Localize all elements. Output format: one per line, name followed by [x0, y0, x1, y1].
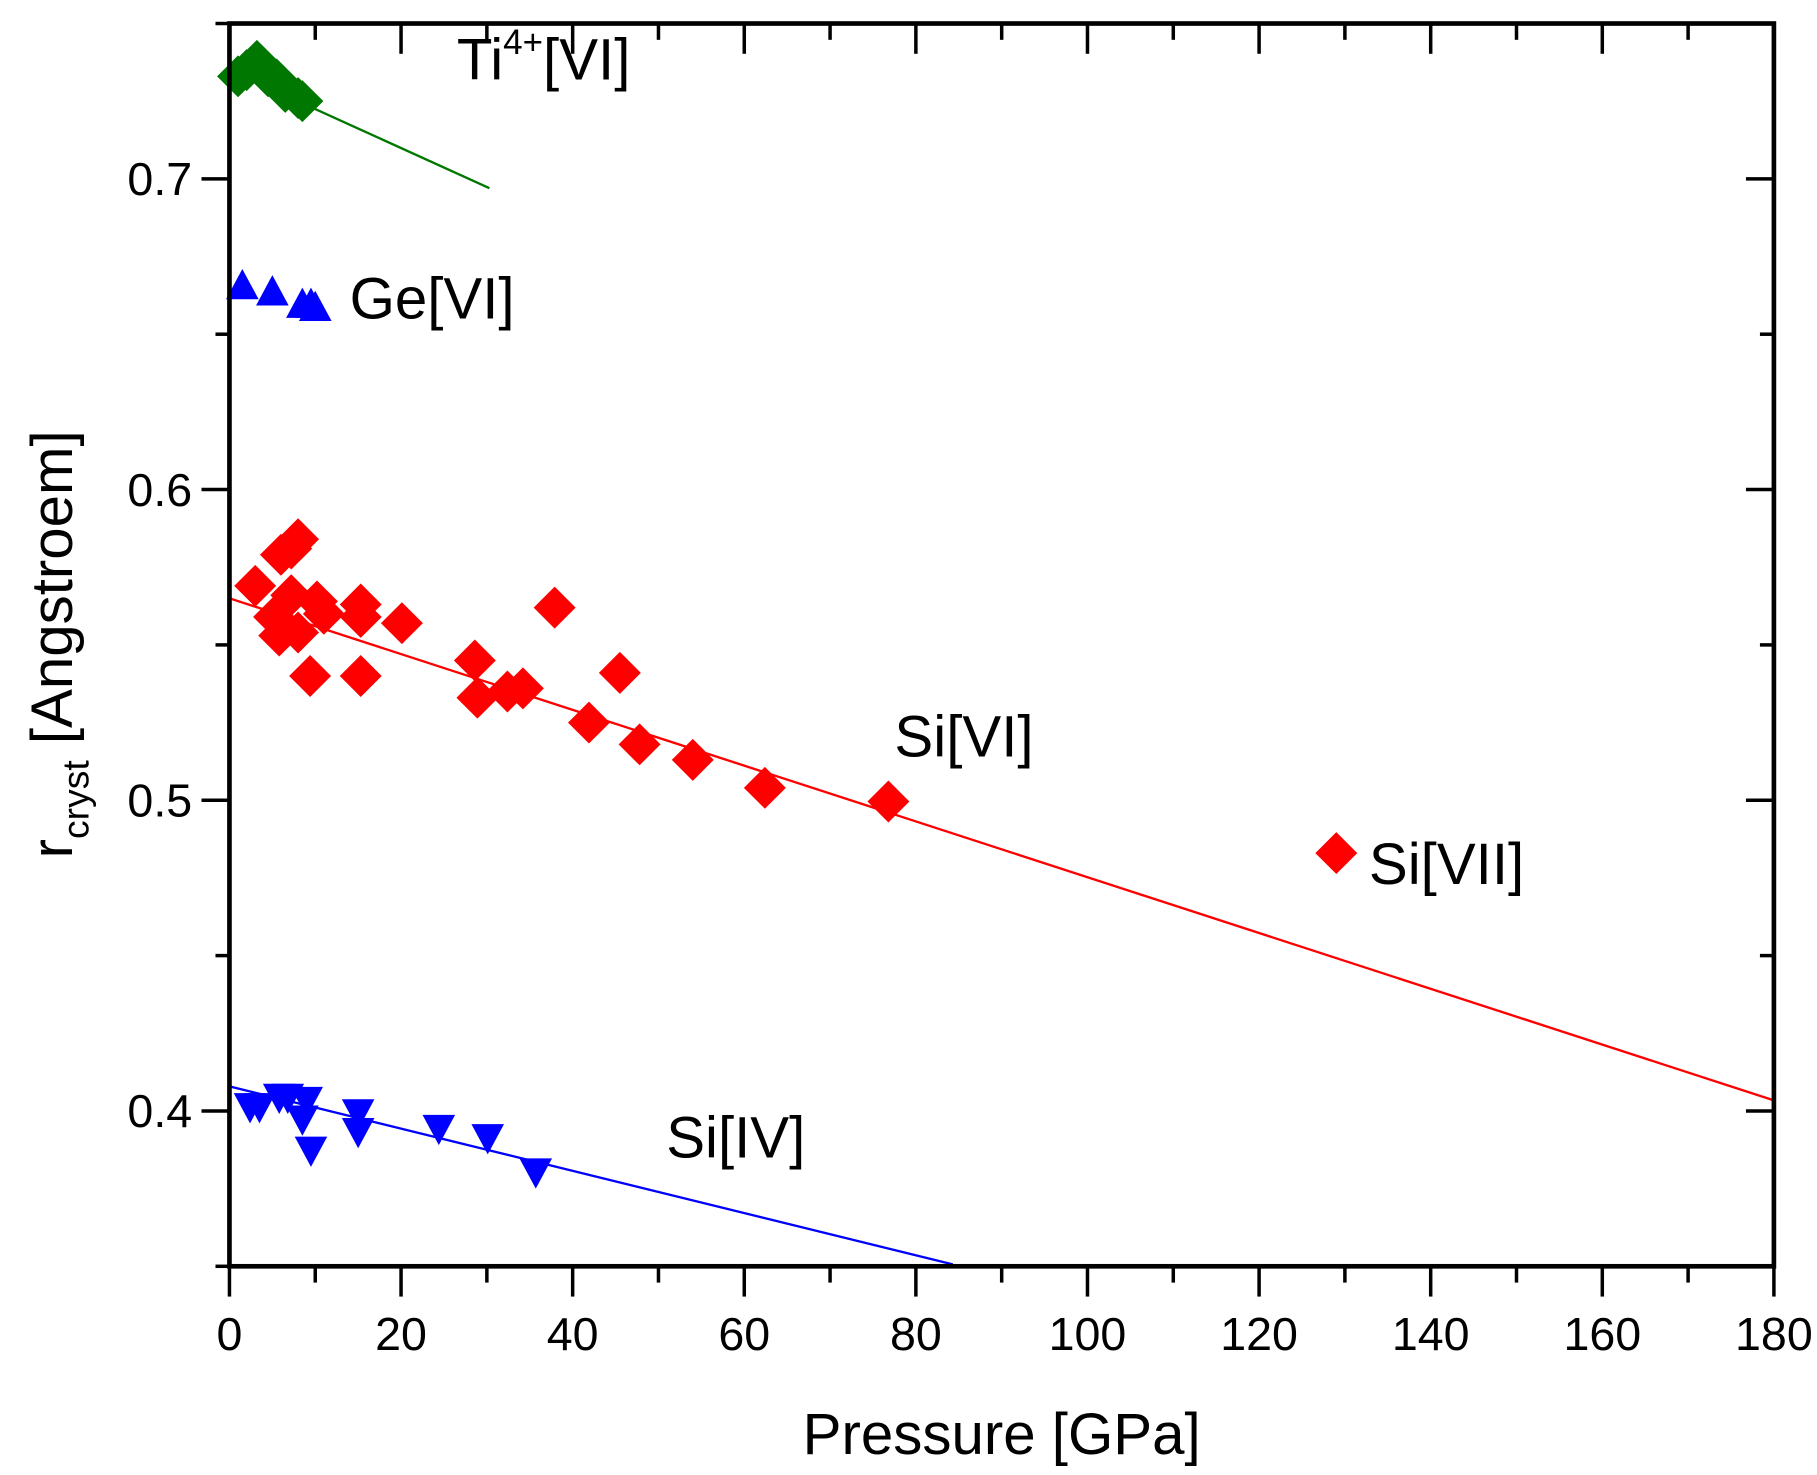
data-point — [298, 290, 332, 321]
series-label: Si[IV] — [666, 1106, 805, 1171]
series-label: Ti4+[VI] — [457, 23, 631, 93]
x-axis-label: Pressure [GPa] — [803, 1402, 1201, 1467]
data-point — [341, 1099, 375, 1130]
data-point — [533, 586, 576, 629]
x-tick-label: 80 — [890, 1308, 942, 1360]
data-point — [243, 1093, 276, 1124]
series-label-sup: 4+ — [503, 23, 543, 62]
x-tick-label: 100 — [1049, 1308, 1127, 1360]
data-point — [235, 39, 278, 82]
data-point — [453, 639, 496, 682]
data-point — [286, 1105, 319, 1136]
x-tick-label: 160 — [1563, 1308, 1641, 1360]
data-point — [289, 655, 332, 697]
fit-line — [229, 1085, 954, 1266]
x-tick-label: 60 — [718, 1308, 770, 1360]
series-label-main: Si[IV] — [666, 1106, 805, 1171]
x-tick-label: 140 — [1392, 1308, 1470, 1360]
series-labels: Ti4+[VI] Ge[VI] Si[VI] Si[VII] Si[IV] — [350, 23, 1525, 1171]
series-label: Si[VI] — [894, 705, 1033, 770]
data-point — [471, 1124, 505, 1155]
data-point — [339, 595, 382, 638]
data-point — [270, 574, 313, 617]
data-point — [568, 701, 610, 744]
series-label-main: Si[VII] — [1369, 832, 1524, 897]
fit-line — [229, 597, 1775, 1102]
data-point — [1315, 832, 1358, 875]
x-tick-label: 180 — [1735, 1308, 1813, 1360]
data-point — [277, 518, 320, 561]
x-tick-label: 20 — [375, 1308, 427, 1360]
data-point — [519, 1158, 553, 1189]
y-axis-label: rcryst [Angstroem] — [20, 430, 96, 858]
x-tick-label: 0 — [217, 1308, 243, 1360]
data-point — [339, 655, 382, 697]
data-points — [217, 39, 1358, 1189]
data-point — [456, 676, 499, 719]
data-point — [598, 651, 641, 694]
data-point — [618, 723, 661, 766]
x-tick-label: 120 — [1220, 1308, 1298, 1360]
series-label-main: Ti — [457, 27, 503, 92]
data-point — [256, 275, 289, 306]
y-tick-label: 0.5 — [127, 775, 192, 827]
data-point — [422, 1114, 456, 1146]
data-point — [290, 1086, 323, 1118]
plot-frame — [227, 21, 1777, 1269]
data-point — [341, 1117, 375, 1149]
series-label-main: Si[VI] — [894, 705, 1033, 770]
y-tick-label: 0.6 — [127, 464, 192, 516]
y-tick-label: 0.4 — [127, 1085, 192, 1137]
series-label: Ge[VI] — [350, 267, 515, 332]
data-point — [226, 268, 259, 300]
series-label-main: Ge[VI] — [350, 267, 515, 332]
data-point — [302, 592, 345, 635]
x-tick-label: 40 — [547, 1308, 599, 1360]
axis-ticks: 0 20 40 60 80 100 120 140 160 180 0.4 0.5 0.6 0.7 — [127, 21, 1813, 1360]
data-point — [294, 1136, 328, 1167]
data-point — [380, 602, 423, 645]
series-label: Si[VII] — [1369, 832, 1524, 897]
y-tick-label: 0.7 — [127, 153, 192, 205]
series-label-rest: [VI] — [543, 27, 630, 92]
data-point — [743, 766, 786, 809]
data-point — [277, 611, 320, 654]
